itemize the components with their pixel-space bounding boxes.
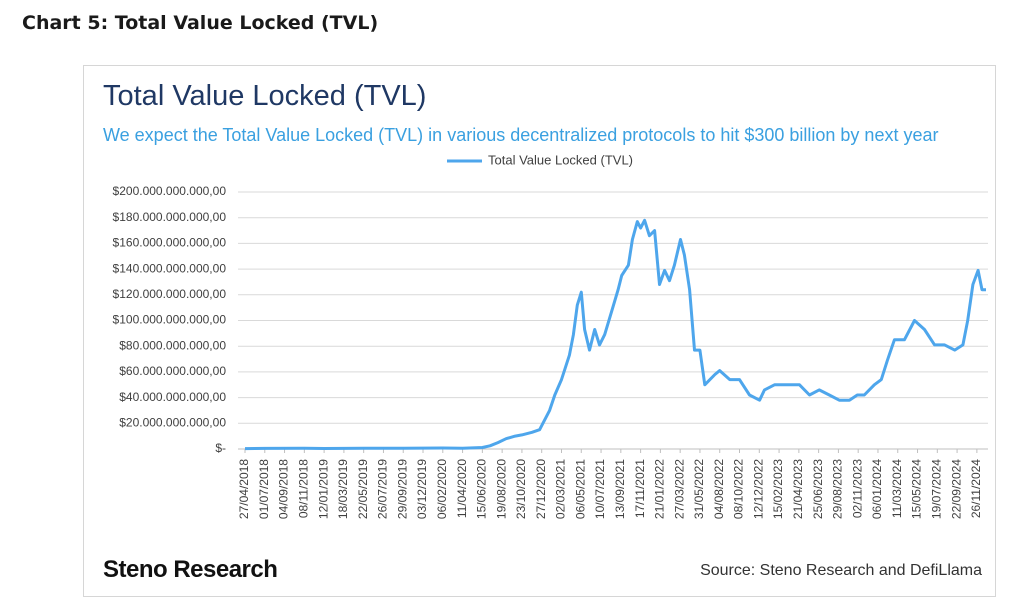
x-tick-label: 26/11/2024 bbox=[969, 459, 983, 518]
x-tick-label: 06/02/2020 bbox=[435, 459, 449, 519]
x-tick-label: 13/09/2021 bbox=[613, 459, 627, 519]
x-tick-label: 06/01/2024 bbox=[870, 459, 884, 519]
x-tick-label: 06/05/2021 bbox=[573, 459, 587, 519]
x-tick-label: 27/03/2022 bbox=[672, 459, 686, 519]
x-tick-label: 11/04/2020 bbox=[455, 459, 469, 518]
x-tick-label: 15/06/2020 bbox=[475, 459, 489, 519]
y-tick-label: $80.000.000.000,00 bbox=[119, 338, 226, 352]
x-tick-label: 19/08/2020 bbox=[494, 459, 508, 519]
brand-logo: Steno Research bbox=[103, 556, 278, 583]
x-tick-label: 22/05/2019 bbox=[356, 459, 370, 519]
y-tick-label: $20.000.000.000,00 bbox=[119, 415, 226, 429]
x-tick-label: 29/08/2023 bbox=[831, 459, 845, 519]
y-tick-label: $60.000.000.000,00 bbox=[119, 364, 226, 378]
x-tick-label: 29/09/2019 bbox=[395, 459, 409, 519]
x-tick-label: 21/04/2023 bbox=[791, 459, 805, 519]
x-tick-label: 02/11/2023 bbox=[850, 459, 864, 518]
x-tick-label: 19/07/2024 bbox=[929, 459, 943, 519]
x-tick-label: 27/12/2020 bbox=[534, 459, 548, 519]
x-tick-label: 08/10/2022 bbox=[732, 459, 746, 519]
y-tick-label: $200.000.000.000,00 bbox=[113, 184, 227, 198]
legend-label: Total Value Locked (TVL) bbox=[488, 152, 633, 167]
x-tick-label: 11/03/2024 bbox=[890, 459, 904, 518]
x-tick-label: 08/11/2018 bbox=[297, 459, 311, 518]
x-tick-label: 15/05/2024 bbox=[910, 459, 924, 519]
chart-title: Total Value Locked (TVL) bbox=[103, 80, 427, 112]
x-tick-label: 23/10/2020 bbox=[514, 459, 528, 519]
chart-subtitle: We expect the Total Value Locked (TVL) i… bbox=[103, 125, 939, 145]
y-tick-label: $- bbox=[215, 441, 226, 455]
page-heading: Chart 5: Total Value Locked (TVL) bbox=[22, 12, 379, 34]
x-tick-label: 01/07/2018 bbox=[257, 459, 271, 519]
chart-frame bbox=[83, 65, 996, 597]
x-tick-label: 03/12/2019 bbox=[415, 459, 429, 519]
x-tick-label: 31/05/2022 bbox=[692, 459, 706, 519]
x-tick-label: 10/07/2021 bbox=[593, 459, 607, 519]
x-tick-label: 26/07/2019 bbox=[376, 459, 390, 519]
x-tick-label: 22/09/2024 bbox=[949, 459, 963, 519]
x-tick-label: 27/04/2018 bbox=[237, 459, 251, 519]
x-tick-label: 02/03/2021 bbox=[554, 459, 568, 519]
x-tick-label: 12/01/2019 bbox=[316, 459, 330, 519]
x-tick-label: 15/02/2023 bbox=[771, 459, 785, 519]
source-note: Source: Steno Research and DefiLlama bbox=[700, 562, 982, 579]
y-tick-label: $160.000.000.000,00 bbox=[113, 236, 227, 250]
y-tick-label: $40.000.000.000,00 bbox=[119, 390, 226, 404]
x-tick-label: 04/09/2018 bbox=[277, 459, 291, 519]
x-tick-label: 18/03/2019 bbox=[336, 459, 350, 519]
y-tick-label: $100.000.000.000,00 bbox=[113, 313, 227, 327]
y-tick-label: $120.000.000.000,00 bbox=[113, 287, 227, 301]
x-tick-label: 21/01/2022 bbox=[653, 459, 667, 519]
y-tick-label: $140.000.000.000,00 bbox=[113, 261, 227, 275]
x-tick-label: 17/11/2021 bbox=[633, 459, 647, 518]
x-tick-label: 25/06/2023 bbox=[811, 459, 825, 519]
data-line bbox=[244, 218, 986, 451]
y-tick-label: $180.000.000.000,00 bbox=[113, 210, 227, 224]
x-tick-label: 04/08/2022 bbox=[712, 459, 726, 519]
x-tick-label: 12/12/2022 bbox=[751, 459, 765, 519]
